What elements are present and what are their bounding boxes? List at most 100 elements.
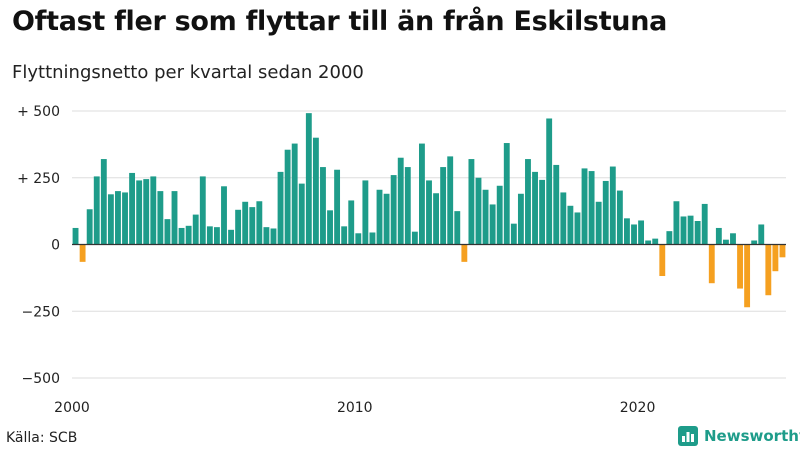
bar	[715, 227, 722, 245]
bar	[341, 226, 348, 245]
x-tick-label: 2020	[620, 400, 656, 416]
bar	[221, 186, 227, 245]
bar	[687, 215, 694, 245]
bar	[72, 227, 79, 245]
newsworthy-icon	[678, 426, 698, 446]
bar	[638, 220, 645, 245]
bar	[100, 159, 107, 245]
bar	[510, 223, 517, 245]
bar	[440, 167, 447, 245]
bar	[645, 240, 652, 245]
bar	[383, 193, 390, 245]
bar	[581, 168, 588, 245]
bar	[178, 227, 185, 245]
bar	[758, 224, 765, 245]
bar	[164, 219, 171, 245]
bar	[305, 113, 312, 245]
bar	[433, 193, 439, 245]
bar	[192, 214, 199, 245]
bar	[136, 180, 143, 245]
bar	[532, 171, 538, 245]
bar	[482, 189, 489, 245]
bar	[779, 244, 786, 258]
bar	[355, 233, 362, 245]
y-tick-label: −250	[22, 304, 60, 320]
bar	[567, 205, 574, 245]
bar	[411, 231, 418, 245]
bar	[609, 166, 616, 245]
bar	[602, 180, 609, 245]
bar	[235, 209, 242, 245]
bar	[765, 244, 772, 296]
bar	[659, 244, 666, 277]
bar	[79, 244, 86, 262]
bar	[327, 210, 333, 245]
bar	[263, 227, 270, 245]
bar	[461, 244, 468, 262]
chart-title: Oftast fler som flyttar till än från Esk…	[12, 6, 668, 37]
bar	[270, 228, 277, 245]
bar	[539, 179, 546, 245]
bar	[588, 171, 595, 245]
bar	[143, 179, 150, 245]
bar	[277, 171, 284, 245]
bar	[157, 191, 164, 245]
y-tick-label: 0	[51, 238, 60, 254]
bar	[348, 200, 355, 245]
bar	[256, 201, 263, 245]
bar	[199, 176, 206, 245]
bar	[666, 231, 673, 245]
bar	[631, 224, 637, 245]
bar	[525, 159, 531, 245]
bar	[171, 191, 178, 245]
chart-subtitle: Flyttningsnetto per kvartal sedan 2000	[12, 62, 364, 83]
bar	[652, 238, 659, 245]
bar	[737, 244, 743, 289]
bar	[468, 159, 475, 245]
bar	[751, 240, 758, 245]
bar	[242, 201, 249, 245]
y-tick-label: −500	[22, 371, 60, 387]
bar	[722, 239, 729, 245]
bar	[574, 212, 581, 245]
bar	[291, 143, 298, 245]
bar	[249, 207, 256, 245]
bar	[496, 185, 503, 245]
bar	[772, 244, 779, 272]
bar	[426, 180, 432, 245]
bar	[150, 176, 157, 245]
bar	[616, 190, 623, 245]
bar	[122, 192, 128, 245]
bar	[93, 176, 100, 245]
x-tick-label: 2010	[337, 400, 373, 416]
bar	[560, 192, 567, 245]
bar	[475, 177, 482, 245]
bar	[213, 227, 220, 245]
bar	[546, 118, 553, 245]
bar	[595, 201, 602, 245]
bar	[284, 149, 291, 245]
bar	[86, 209, 93, 245]
bar	[744, 244, 751, 308]
bar	[369, 232, 376, 245]
bar	[320, 167, 326, 245]
bar	[129, 172, 136, 245]
bar	[694, 221, 701, 245]
bar	[206, 226, 213, 245]
bar	[298, 183, 305, 245]
brand-name: Newsworthy	[704, 427, 800, 445]
bar	[708, 244, 715, 284]
bar	[107, 194, 114, 245]
bar	[376, 189, 383, 245]
bar	[334, 169, 341, 245]
bar	[312, 137, 319, 245]
y-tick-label: + 500	[17, 104, 60, 120]
bar	[447, 156, 454, 245]
bar	[624, 218, 630, 245]
bar	[680, 216, 687, 245]
source-label: Källa: SCB	[6, 430, 78, 446]
bar	[517, 193, 524, 245]
y-tick-label: + 250	[17, 171, 60, 187]
brand-logo: Newsworthy	[678, 426, 800, 446]
